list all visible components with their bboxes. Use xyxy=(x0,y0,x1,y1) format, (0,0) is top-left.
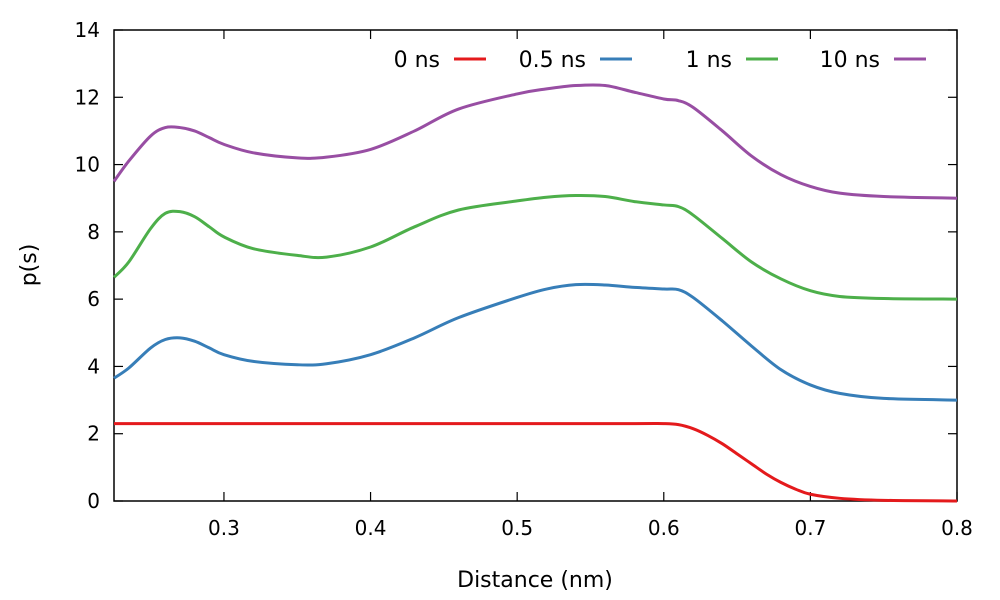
series-line xyxy=(114,422,958,503)
x-tick-label: 0.8 xyxy=(941,516,973,540)
series-line xyxy=(113,282,958,402)
y-tick-label: 10 xyxy=(75,153,100,177)
tick-labels: 0.3 0.4 0.5 0.6 0.7 0.8 0 2 4 6 8 10 12 14 xyxy=(75,18,973,540)
x-tick-label: 0.3 xyxy=(208,516,240,540)
y-tick-label: 4 xyxy=(87,354,100,378)
y-tick-label: 8 xyxy=(87,220,100,244)
x-tick-label: 0.4 xyxy=(355,516,387,540)
y-tick-label: 2 xyxy=(87,422,100,446)
y-tick-label: 6 xyxy=(87,287,100,311)
plot-frame xyxy=(113,29,958,502)
y-tick-label: 12 xyxy=(75,85,100,109)
legend-label: 1 ns xyxy=(686,48,732,73)
x-tick-label: 0.6 xyxy=(648,516,680,540)
x-tick-label: 0.7 xyxy=(794,516,826,540)
y-tick-label: 14 xyxy=(75,18,100,42)
legend-label: 10 ns xyxy=(820,48,880,73)
legend-label: 0.5 ns xyxy=(519,48,586,73)
legend: 0 ns 0.5 ns 1 ns 10 ns xyxy=(394,48,926,73)
y-tick-label: 0 xyxy=(87,489,100,513)
x-tick-label: 0.5 xyxy=(501,516,533,540)
series-group xyxy=(112,83,958,503)
y-axis-label: p(s) xyxy=(17,244,42,287)
legend-label: 0 ns xyxy=(394,48,440,73)
series-line xyxy=(112,193,958,301)
ticks xyxy=(114,29,958,502)
series-line xyxy=(112,83,958,200)
x-axis-label: Distance (nm) xyxy=(457,568,613,593)
